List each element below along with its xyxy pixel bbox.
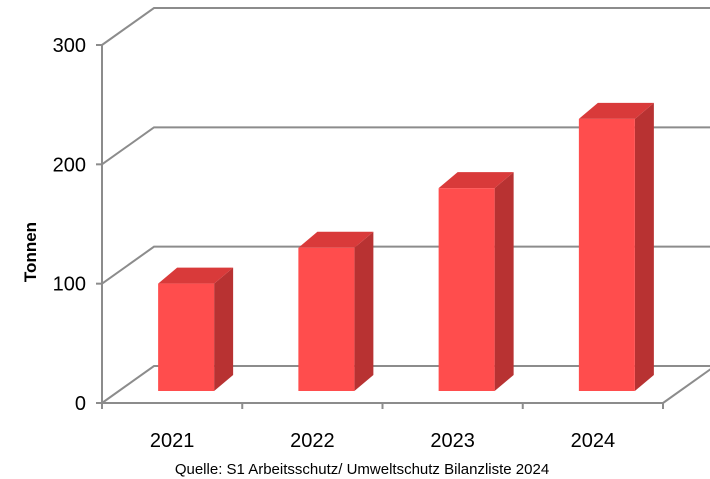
- gridline-0: [101, 365, 710, 404]
- x-tick-label-2023: 2023: [430, 430, 475, 452]
- floor-right-edge: [662, 368, 710, 404]
- bar-side-2023: [494, 172, 514, 391]
- bar-top-2024: [578, 102, 654, 119]
- gridline-300: [101, 7, 710, 46]
- x-tick-label-2021: 2021: [150, 430, 195, 452]
- grid-lines: [101, 7, 710, 404]
- bar-side-2021: [214, 267, 234, 391]
- bar-top-2022: [298, 231, 374, 248]
- bar-front-2023: [438, 188, 495, 391]
- bar-side-2024: [634, 102, 654, 392]
- y-tick-label-0: 0: [75, 393, 86, 415]
- bar-2024: [578, 102, 654, 392]
- y-axis-title: Tonnen: [21, 222, 40, 282]
- bar-front-2021: [158, 283, 215, 391]
- axes: [96, 44, 710, 409]
- bar-top-2023: [438, 172, 514, 189]
- gridline-200: [101, 126, 710, 166]
- bar-front-2022: [298, 247, 355, 391]
- bar-2023: [438, 172, 514, 391]
- x-tick-label-2024: 2024: [571, 430, 616, 452]
- source-note: Quelle: S1 Arbeitsschutz/ Umweltschutz B…: [175, 461, 549, 478]
- y-tick-label-100: 100: [53, 274, 86, 296]
- bar-2021: [158, 267, 234, 391]
- tick-labels: 0 100 200 300 2021 2022 2023 2024: [53, 35, 616, 452]
- bar-front-2024: [578, 118, 635, 392]
- bar-top-2021: [158, 267, 234, 284]
- gridline-100: [101, 245, 710, 285]
- bar-2022: [298, 231, 374, 391]
- bar-side-2022: [354, 231, 374, 391]
- bars: [158, 102, 654, 392]
- y-tick-label-300: 300: [53, 35, 86, 57]
- x-tick-label-2022: 2022: [290, 430, 335, 452]
- y-tick-label-200: 200: [53, 154, 86, 176]
